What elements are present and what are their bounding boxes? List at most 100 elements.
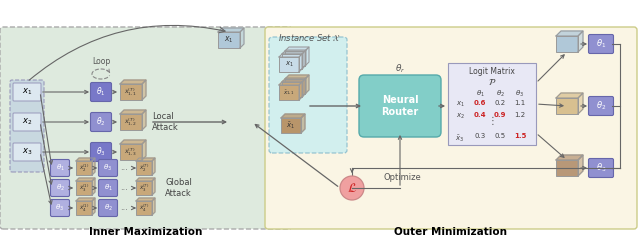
Text: $\theta_3$: $\theta_3$ bbox=[596, 162, 606, 174]
Polygon shape bbox=[305, 75, 309, 94]
Text: $\bar{x}_{1,1}$: $\bar{x}_{1,1}$ bbox=[283, 88, 295, 97]
FancyBboxPatch shape bbox=[76, 181, 92, 195]
Text: $\theta_1$: $\theta_1$ bbox=[96, 86, 106, 98]
FancyBboxPatch shape bbox=[99, 199, 118, 216]
Polygon shape bbox=[120, 110, 146, 114]
Text: Global
Attack: Global Attack bbox=[165, 178, 192, 198]
Text: $\theta_2$: $\theta_2$ bbox=[104, 203, 113, 213]
FancyBboxPatch shape bbox=[76, 201, 92, 215]
Polygon shape bbox=[142, 110, 146, 130]
FancyBboxPatch shape bbox=[448, 63, 536, 145]
Polygon shape bbox=[279, 81, 303, 85]
Polygon shape bbox=[282, 78, 306, 82]
FancyBboxPatch shape bbox=[359, 75, 441, 137]
FancyBboxPatch shape bbox=[279, 85, 299, 100]
Text: Logit Matrix: Logit Matrix bbox=[469, 67, 515, 76]
FancyBboxPatch shape bbox=[13, 113, 41, 131]
Text: $\mathcal{L}$: $\mathcal{L}$ bbox=[347, 181, 357, 194]
FancyBboxPatch shape bbox=[285, 51, 305, 66]
Text: 1.1: 1.1 bbox=[515, 100, 525, 106]
Text: 1.5: 1.5 bbox=[514, 133, 526, 139]
Polygon shape bbox=[152, 178, 155, 195]
Text: $\theta_1$: $\theta_1$ bbox=[596, 38, 606, 50]
Polygon shape bbox=[142, 140, 146, 160]
Polygon shape bbox=[285, 75, 309, 79]
Text: $\theta_1$: $\theta_1$ bbox=[104, 183, 113, 193]
Text: $x_1$: $x_1$ bbox=[285, 60, 294, 69]
Text: $\theta_3$: $\theta_3$ bbox=[104, 163, 113, 173]
FancyBboxPatch shape bbox=[90, 113, 111, 132]
Polygon shape bbox=[279, 53, 303, 57]
FancyBboxPatch shape bbox=[90, 143, 111, 162]
Polygon shape bbox=[305, 47, 309, 66]
Polygon shape bbox=[76, 178, 95, 181]
Polygon shape bbox=[152, 158, 155, 175]
Polygon shape bbox=[556, 31, 583, 36]
FancyBboxPatch shape bbox=[120, 144, 142, 160]
FancyBboxPatch shape bbox=[589, 96, 614, 115]
Polygon shape bbox=[136, 198, 155, 201]
Text: 0.4: 0.4 bbox=[474, 112, 486, 118]
Polygon shape bbox=[299, 81, 303, 100]
Text: 0.9: 0.9 bbox=[493, 112, 506, 118]
FancyBboxPatch shape bbox=[269, 37, 347, 153]
Text: Outer Minimization: Outer Minimization bbox=[394, 227, 508, 237]
FancyBboxPatch shape bbox=[556, 36, 578, 52]
Text: $\mathcal{P}$: $\mathcal{P}$ bbox=[488, 77, 496, 87]
Polygon shape bbox=[301, 114, 305, 133]
Polygon shape bbox=[299, 53, 303, 72]
Text: $x_1$: $x_1$ bbox=[224, 35, 234, 45]
FancyBboxPatch shape bbox=[99, 180, 118, 197]
FancyBboxPatch shape bbox=[136, 181, 152, 195]
FancyBboxPatch shape bbox=[51, 199, 70, 216]
FancyBboxPatch shape bbox=[120, 114, 142, 130]
Polygon shape bbox=[556, 93, 583, 98]
Text: 0.2: 0.2 bbox=[495, 100, 506, 106]
FancyBboxPatch shape bbox=[589, 158, 614, 178]
Text: $x_2$: $x_2$ bbox=[22, 117, 32, 127]
Polygon shape bbox=[136, 158, 155, 161]
Polygon shape bbox=[578, 93, 583, 114]
Text: ...: ... bbox=[120, 163, 128, 173]
Polygon shape bbox=[152, 198, 155, 215]
Text: $\theta_2$: $\theta_2$ bbox=[56, 183, 65, 193]
FancyBboxPatch shape bbox=[556, 160, 578, 176]
Text: $\bar{x}_1$: $\bar{x}_1$ bbox=[287, 120, 296, 131]
Text: $\tilde{x}_4^{(T)}$: $\tilde{x}_4^{(T)}$ bbox=[139, 202, 149, 214]
Text: $\theta_3$: $\theta_3$ bbox=[515, 89, 525, 99]
Circle shape bbox=[340, 176, 364, 200]
Polygon shape bbox=[76, 198, 95, 201]
Polygon shape bbox=[285, 47, 309, 51]
Text: $x_1$: $x_1$ bbox=[22, 87, 32, 97]
Text: $\tilde{x}_4^{(1)}$: $\tilde{x}_4^{(1)}$ bbox=[79, 202, 89, 214]
Text: $\theta_2$: $\theta_2$ bbox=[96, 116, 106, 128]
Text: $\theta_1$: $\theta_1$ bbox=[476, 89, 484, 99]
FancyBboxPatch shape bbox=[556, 98, 578, 114]
FancyBboxPatch shape bbox=[285, 79, 305, 94]
Polygon shape bbox=[76, 158, 95, 161]
Text: $\theta_2$: $\theta_2$ bbox=[596, 100, 606, 112]
Text: ...: ... bbox=[120, 184, 128, 192]
Text: Local
Attack: Local Attack bbox=[152, 112, 179, 132]
FancyBboxPatch shape bbox=[13, 143, 41, 161]
Text: Neural
Router: Neural Router bbox=[381, 95, 419, 117]
Text: $\tilde{x}_{1,3}^{(T)}$: $\tilde{x}_{1,3}^{(T)}$ bbox=[124, 147, 138, 157]
Polygon shape bbox=[302, 50, 306, 69]
Polygon shape bbox=[218, 28, 244, 32]
FancyBboxPatch shape bbox=[51, 180, 70, 197]
FancyBboxPatch shape bbox=[0, 27, 292, 229]
Text: Loop: Loop bbox=[92, 57, 110, 66]
FancyBboxPatch shape bbox=[281, 118, 301, 133]
Polygon shape bbox=[282, 50, 306, 54]
Polygon shape bbox=[92, 158, 95, 175]
Polygon shape bbox=[92, 178, 95, 195]
Text: $\theta_r$: $\theta_r$ bbox=[395, 62, 405, 75]
Polygon shape bbox=[120, 140, 146, 144]
Polygon shape bbox=[556, 155, 583, 160]
FancyBboxPatch shape bbox=[120, 84, 142, 100]
Text: $\theta_3$: $\theta_3$ bbox=[96, 146, 106, 158]
Polygon shape bbox=[92, 198, 95, 215]
Text: $x_2$: $x_2$ bbox=[456, 112, 465, 121]
Text: $x_3$: $x_3$ bbox=[22, 147, 32, 157]
FancyBboxPatch shape bbox=[76, 161, 92, 175]
